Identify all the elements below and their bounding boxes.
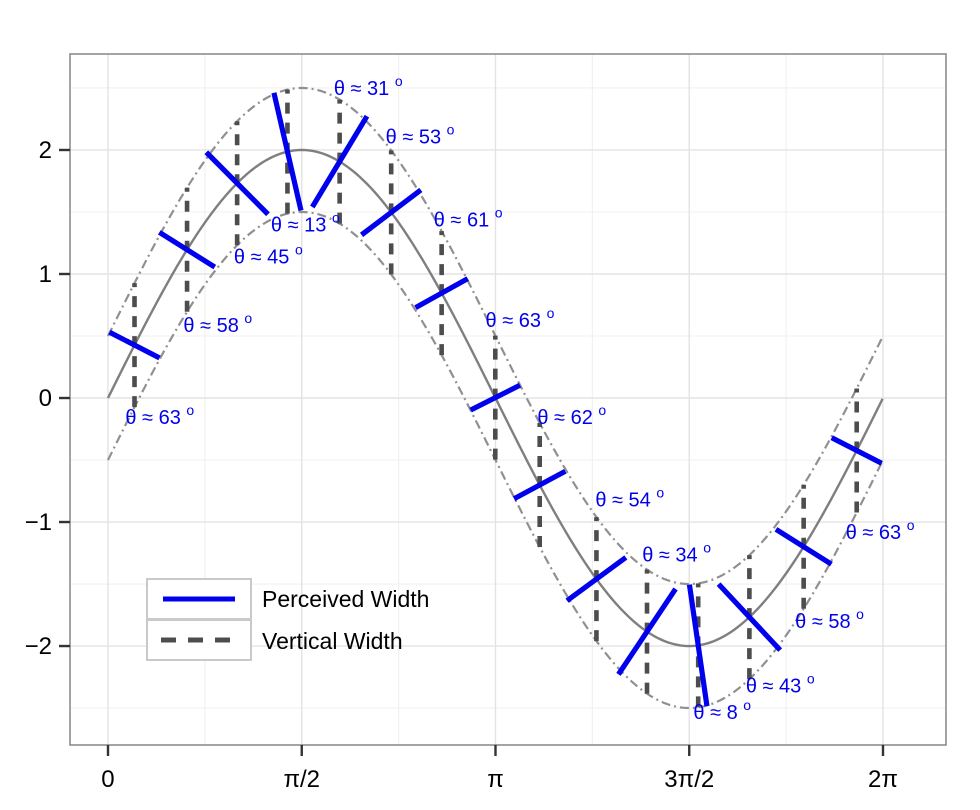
- legend-label-vertical-width: Vertical Width: [262, 627, 403, 654]
- perceived-width-segment: [616, 587, 678, 676]
- perceived-width-segment: [716, 582, 783, 652]
- theta-annotation: θ ≈ 61 o: [434, 204, 503, 231]
- theta-annotation: θ ≈ 63 o: [486, 305, 555, 332]
- perceived-width-segment: [512, 468, 567, 502]
- theta-annotation: θ ≈ 54 o: [595, 485, 664, 512]
- x-axis-tick-label: 3π/2: [664, 766, 714, 793]
- perceived-width-segment: [565, 555, 628, 603]
- theta-annotation: θ ≈ 43 o: [746, 671, 815, 698]
- perceived-width-segment: [774, 527, 833, 567]
- theta-annotation: θ ≈ 58 o: [795, 606, 864, 633]
- x-axis-tick-label: 0: [101, 766, 114, 793]
- perceived-width-segment: [310, 114, 370, 209]
- y-axis-tick-label: 1: [39, 261, 52, 288]
- theta-annotation: θ ≈ 53 o: [386, 121, 455, 148]
- theta-annotation: θ ≈ 13 o: [271, 209, 340, 236]
- y-axis-tick-label: −1: [25, 509, 52, 536]
- theta-annotation: θ ≈ 45 o: [234, 242, 303, 269]
- x-axis-tick-label: 2π: [868, 766, 898, 793]
- x-axis-tick-label: π: [487, 766, 504, 793]
- legend-item-vertical-width: Vertical Width: [146, 619, 429, 662]
- legend: Perceived Width Vertical Width: [146, 578, 429, 662]
- perceived-width-segment: [414, 276, 469, 310]
- perceived-width-segment: [157, 230, 217, 270]
- legend-key-dashed-line: [146, 619, 252, 661]
- perceived-width-segment: [830, 435, 883, 466]
- theta-annotation: θ ≈ 58 o: [183, 310, 252, 337]
- legend-label-perceived-width: Perceived Width: [262, 585, 430, 612]
- perceived-width-segment: [686, 584, 710, 707]
- theta-annotation: θ ≈ 63 o: [846, 517, 915, 544]
- perceived-width-segment: [359, 187, 423, 237]
- theta-annotation: θ ≈ 63 o: [125, 402, 194, 429]
- perceived-width-segment: [204, 150, 270, 217]
- perceived-width-segment: [469, 382, 522, 413]
- legend-item-perceived-width: Perceived Width: [146, 578, 429, 620]
- theta-annotation: θ ≈ 8 o: [693, 697, 751, 724]
- y-axis-tick-label: 2: [39, 137, 52, 164]
- theta-annotation: θ ≈ 34 o: [642, 539, 711, 566]
- x-axis-tick-label: π/2: [283, 766, 320, 793]
- theta-annotation: θ ≈ 31 o: [334, 73, 403, 100]
- y-axis-tick-label: −2: [25, 633, 52, 660]
- perceived-width-segment: [108, 329, 161, 361]
- panel-border: [69, 53, 947, 746]
- perceived-width-segment: [271, 92, 304, 212]
- theta-annotation: θ ≈ 62 o: [537, 402, 606, 429]
- legend-key-solid-line: [146, 578, 252, 620]
- y-axis-tick-label: 0: [39, 385, 52, 412]
